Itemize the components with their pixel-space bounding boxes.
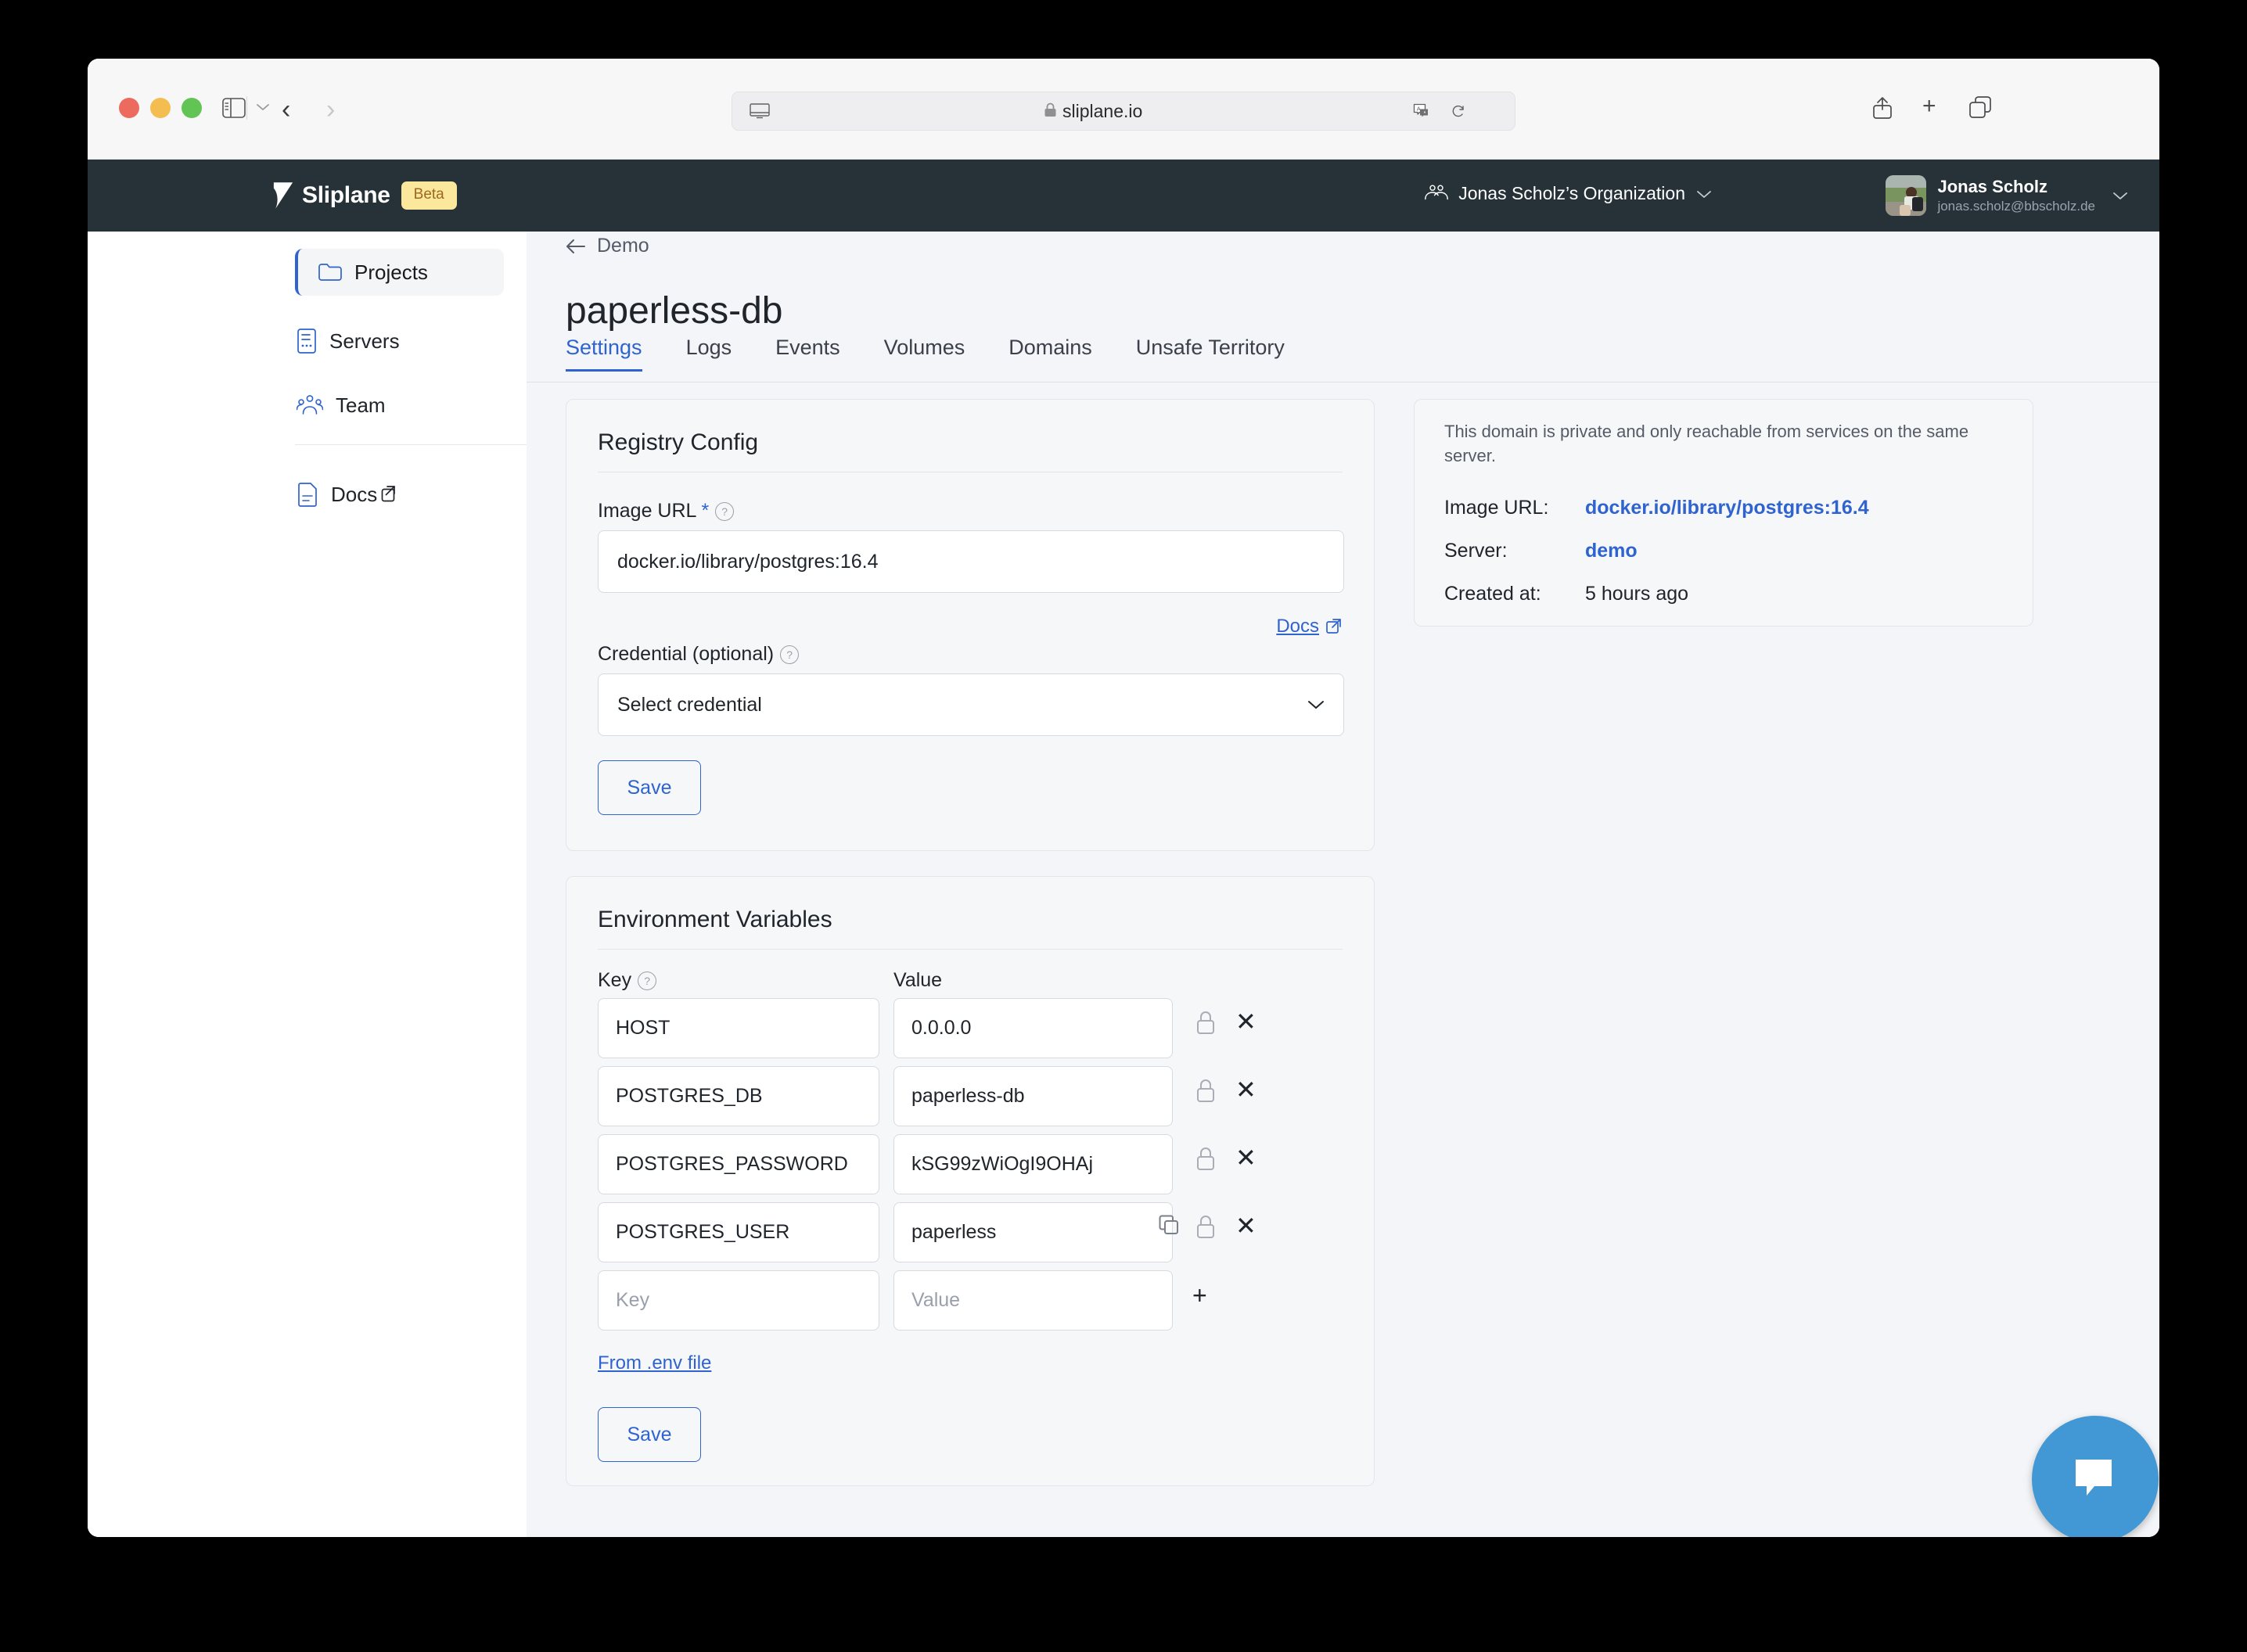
svg-text:A: A bbox=[1417, 106, 1421, 113]
